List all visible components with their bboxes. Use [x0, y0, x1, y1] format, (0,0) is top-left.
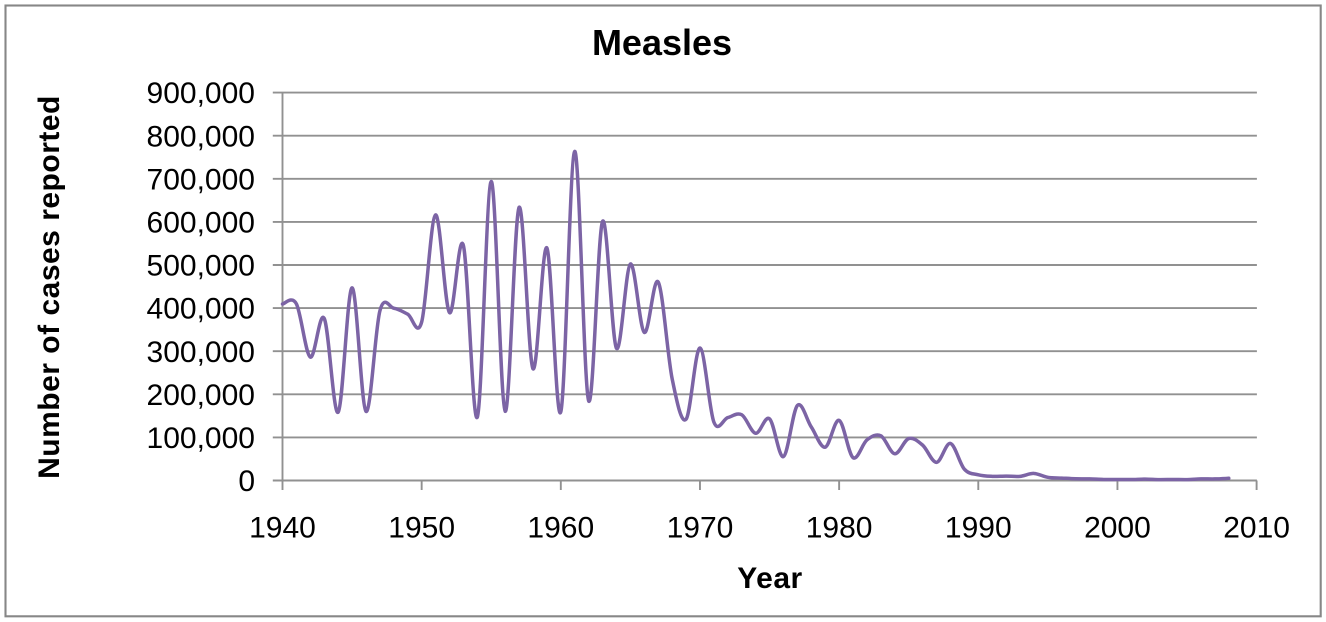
svg-text:1950: 1950 — [388, 511, 455, 544]
svg-text:500,000: 500,000 — [147, 250, 255, 283]
svg-text:1960: 1960 — [527, 511, 594, 544]
svg-text:1940: 1940 — [249, 511, 316, 544]
svg-text:900,000: 900,000 — [147, 77, 255, 110]
svg-text:1970: 1970 — [667, 511, 734, 544]
svg-text:2000: 2000 — [1084, 511, 1151, 544]
svg-text:100,000: 100,000 — [147, 422, 255, 455]
svg-text:300,000: 300,000 — [147, 336, 255, 369]
svg-text:Measles: Measles — [592, 22, 732, 63]
svg-text:800,000: 800,000 — [147, 120, 255, 153]
svg-text:700,000: 700,000 — [147, 163, 255, 196]
svg-text:Number of cases reported: Number of cases reported — [33, 95, 66, 479]
svg-text:0: 0 — [238, 465, 255, 498]
svg-text:Year: Year — [737, 562, 802, 595]
svg-text:200,000: 200,000 — [147, 379, 255, 412]
svg-text:600,000: 600,000 — [147, 207, 255, 240]
svg-text:400,000: 400,000 — [147, 293, 255, 326]
svg-text:1990: 1990 — [945, 511, 1012, 544]
svg-text:1980: 1980 — [806, 511, 873, 544]
svg-text:2010: 2010 — [1223, 511, 1290, 544]
